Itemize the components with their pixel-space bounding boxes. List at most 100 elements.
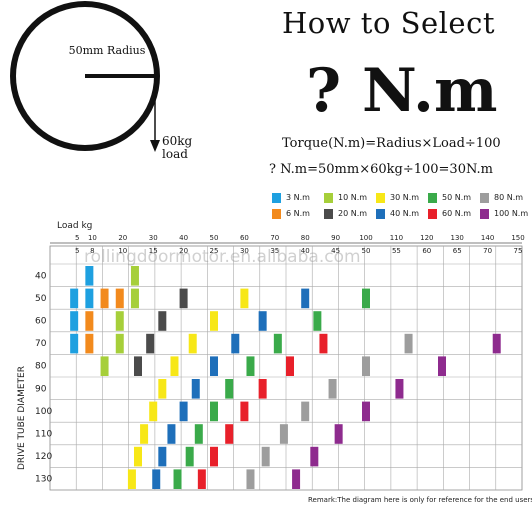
legend-swatch	[428, 209, 437, 219]
legend-swatch	[324, 209, 333, 219]
legend-swatch	[272, 193, 281, 203]
x-top-tick-label: 5	[75, 234, 79, 242]
torque-block	[319, 333, 328, 354]
x-second-tick-label: 65	[453, 247, 462, 255]
torque-block	[362, 356, 370, 376]
page-title: How to Select	[282, 6, 495, 40]
torque-block	[85, 288, 94, 309]
torque-block	[188, 333, 197, 354]
row-label: 70	[35, 339, 47, 349]
x-second-tick-label: 40	[301, 247, 310, 255]
x-second-tick-label: 20	[179, 247, 188, 255]
torque-block	[179, 401, 188, 422]
torque-block	[115, 311, 124, 331]
torque-block	[158, 311, 167, 331]
torque-block	[170, 356, 179, 376]
torque-block	[273, 333, 282, 354]
torque-block	[191, 379, 200, 399]
torque-block	[140, 424, 149, 444]
torque-block	[395, 379, 404, 399]
torque-block	[240, 288, 249, 309]
torque-block	[158, 379, 167, 399]
load-label: 60kg load	[162, 134, 193, 161]
x-top-tick-label: 30	[149, 234, 158, 242]
row-label: 40	[35, 271, 47, 281]
torque-block	[231, 333, 240, 354]
torque-block	[152, 469, 161, 489]
torque-block	[334, 424, 343, 444]
x-second-tick-label: 30	[240, 247, 249, 255]
radius-label: 50mm Radius	[68, 44, 146, 57]
x-top-tick-label: 120	[420, 234, 433, 242]
x-top-tick-label: 90	[331, 234, 340, 242]
torque-block	[70, 311, 79, 331]
torque-block	[310, 446, 319, 467]
torque-block	[70, 333, 79, 354]
torque-block	[492, 333, 501, 354]
x-second-tick-label: 15	[149, 247, 158, 255]
torque-block	[246, 469, 255, 489]
torque-block	[362, 401, 370, 422]
legend-swatch	[428, 193, 437, 203]
legend-label: 100 N.m	[494, 209, 529, 218]
x-second-tick-label: 70	[483, 247, 492, 255]
torque-block	[404, 333, 413, 354]
x-top-tick-label: 150	[511, 234, 524, 242]
torque-block	[185, 446, 194, 467]
torque-block	[210, 446, 218, 467]
torque-block	[301, 288, 310, 309]
row-label: 60	[35, 317, 47, 327]
torque-block	[328, 379, 337, 399]
x-top-tick-label: 130	[451, 234, 464, 242]
torque-block	[115, 333, 124, 354]
formula-example: ? N.m=50mm×60kg÷100=30N.m	[269, 162, 493, 177]
torque-block	[313, 311, 322, 331]
torque-block	[210, 401, 218, 422]
torque-block	[261, 446, 270, 467]
torque-block	[279, 424, 288, 444]
torque-block	[179, 288, 188, 309]
watermark: rollingdoormotor.en.alibaba.com	[84, 247, 361, 267]
x-second-tick-label: 60	[422, 247, 431, 255]
torque-block	[130, 266, 139, 286]
torque-block	[146, 333, 155, 354]
torque-block	[240, 401, 249, 422]
x-top-tick-label: 50	[210, 234, 219, 242]
legend-label: 3 N.m	[286, 193, 310, 202]
torque-block	[194, 424, 203, 444]
torque-block	[301, 401, 310, 422]
legend-label: 40 N.m	[390, 209, 420, 218]
x-second-tick-label: 75	[514, 247, 523, 255]
torque-block	[70, 288, 79, 309]
x-second-tick-label: 25	[210, 247, 219, 255]
formula-general: Torque(N.m)=Radius×Load÷100	[282, 136, 501, 151]
torque-block	[127, 469, 136, 489]
torque-block	[362, 288, 370, 309]
torque-block	[134, 356, 142, 376]
y-axis-title: DRIVE TUBE DIAMETER	[17, 366, 27, 470]
wheel-illustration	[10, 1, 160, 152]
legend-swatch	[480, 193, 489, 203]
legend-swatch	[272, 209, 281, 219]
legend-label: 6 N.m	[286, 209, 310, 218]
torque-block	[246, 356, 255, 376]
legend-label: 80 N.m	[494, 193, 524, 202]
torque-block	[286, 356, 294, 376]
legend-swatch	[376, 209, 385, 219]
x-second-tick-label: 35	[270, 247, 279, 255]
torque-block	[258, 311, 267, 331]
torque-block	[85, 266, 94, 286]
legend-label: 10 N.m	[338, 193, 368, 202]
legend-label: 20 N.m	[338, 209, 368, 218]
torque-block	[292, 469, 301, 489]
torque-block	[115, 288, 124, 309]
x-top-tick-label: 110	[390, 234, 403, 242]
x-top-tick-label: 10	[88, 234, 97, 242]
legend-label: 60 N.m	[442, 209, 472, 218]
torque-block	[438, 356, 446, 376]
x-top-tick-label: 140	[481, 234, 494, 242]
torque-block	[85, 311, 94, 331]
torque-block	[210, 311, 218, 331]
x-second-tick-label: 5	[75, 247, 79, 255]
